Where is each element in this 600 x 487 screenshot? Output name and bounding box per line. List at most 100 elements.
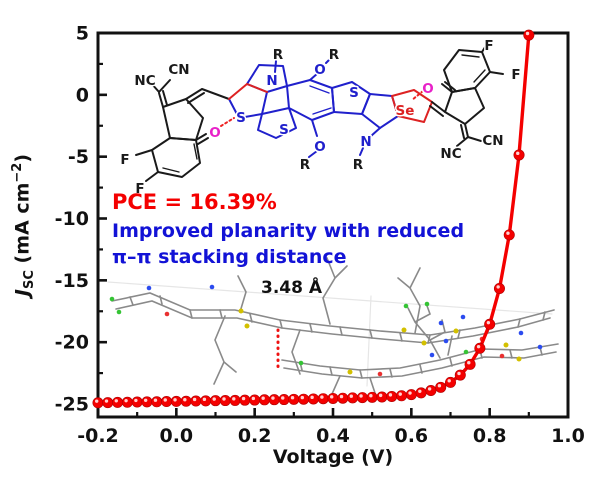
y-axis-exponent: −2 — [10, 162, 25, 183]
data-point — [493, 283, 505, 295]
data-point — [268, 394, 280, 406]
atom-label-cn: CN — [482, 133, 503, 149]
data-point — [317, 393, 329, 405]
end-group-left — [135, 79, 230, 182]
y-tick-label: -20 — [55, 332, 89, 354]
data-point-highlight — [398, 392, 402, 396]
stacking-model-image — [107, 257, 559, 397]
end-group-right — [429, 43, 504, 147]
y-tick-label: -10 — [55, 208, 89, 230]
x-tick-label: 0.4 — [316, 425, 350, 447]
oxygen-atoms — [164, 311, 505, 377]
data-point — [356, 392, 368, 404]
alkyl-side-chains — [213, 257, 421, 385]
y-axis-symbol: J — [11, 288, 34, 297]
data-point-highlight — [369, 394, 373, 398]
data-point — [219, 395, 231, 407]
data-point — [464, 358, 476, 370]
data-point — [435, 381, 447, 393]
data-point — [503, 229, 515, 241]
data-point-highlight — [300, 395, 305, 400]
atom-label-r: R — [273, 47, 284, 63]
data-point — [425, 385, 437, 397]
data-point-highlight — [525, 31, 530, 36]
data-point-highlight — [447, 379, 451, 383]
y-tick-label: 5 — [76, 23, 89, 45]
atom-label-f: F — [135, 181, 144, 197]
atom-label-s: S — [349, 85, 359, 101]
atom-label-r: R — [353, 157, 364, 173]
atom-label-r: R — [300, 157, 311, 173]
data-point — [190, 395, 202, 407]
data-point-highlight — [310, 395, 314, 400]
data-point — [239, 394, 251, 406]
data-point — [141, 396, 153, 408]
data-point — [278, 394, 290, 406]
x-tick-label: 0.2 — [238, 425, 272, 447]
y-axis-unit: (mA cm — [11, 182, 34, 271]
y-axis-subscript: SC — [22, 270, 38, 289]
data-point-highlight — [418, 389, 422, 393]
y-tick-label: 0 — [76, 84, 89, 106]
data-point-highlight — [506, 231, 510, 235]
data-point — [92, 397, 104, 409]
data-point — [200, 395, 212, 407]
atom-label-s: S — [236, 110, 246, 126]
data-point-highlight — [241, 396, 246, 401]
data-point-highlight — [104, 399, 109, 403]
data-point-highlight — [251, 396, 256, 401]
data-point — [112, 396, 124, 408]
data-point-highlight — [408, 391, 412, 395]
y-axis-label: JSC (mA cm−2) — [10, 75, 38, 375]
data-point — [180, 395, 192, 407]
stacking-distance-annotation: 3.48 Å — [261, 278, 323, 298]
data-point — [151, 396, 163, 408]
data-point — [347, 392, 359, 404]
data-point — [102, 397, 114, 409]
sulfur-atoms — [238, 308, 522, 375]
planarity-annotation-line1: Improved planarity with reduced — [112, 220, 465, 242]
data-point — [513, 149, 525, 161]
atom-label-n: N — [266, 73, 277, 89]
x-tick-label: 0.0 — [159, 425, 193, 447]
data-point — [210, 395, 222, 407]
data-point-highlight — [261, 396, 265, 400]
data-point-highlight — [516, 151, 520, 156]
atom-label-s: S — [279, 122, 289, 138]
data-point — [249, 394, 261, 406]
data-point-highlight — [378, 393, 383, 398]
data-point-highlight — [427, 387, 432, 391]
x-axis-label: Voltage (V) — [272, 446, 394, 468]
data-point — [161, 396, 173, 408]
atom-label-cn: CN — [168, 62, 189, 78]
data-point-highlight — [95, 399, 99, 403]
data-point-highlight — [476, 344, 481, 349]
data-point — [415, 387, 427, 399]
atom-label-nc: NC — [440, 146, 461, 162]
data-point-highlight — [114, 399, 118, 403]
halogen-atoms — [109, 296, 469, 366]
data-point-highlight — [192, 397, 197, 402]
x-tick-label: 0.6 — [394, 425, 428, 447]
x-tick-label: 1.0 — [551, 425, 585, 447]
stacked-molecule-lower — [281, 302, 559, 397]
x-tick-label: -0.2 — [77, 425, 119, 447]
data-point-highlight — [202, 397, 207, 402]
data-point — [229, 394, 241, 406]
data-point — [131, 396, 143, 408]
data-point-highlight — [271, 396, 275, 400]
y-axis-unit-close: ) — [11, 153, 34, 163]
data-point-highlight — [359, 394, 363, 398]
data-point-highlight — [232, 397, 236, 401]
data-point-highlight — [467, 361, 471, 365]
atom-label-r: R — [329, 47, 340, 63]
data-point-highlight — [349, 394, 353, 398]
planarity-annotation-line2: π–π stacking distance — [112, 246, 347, 268]
atom-label-f: F — [511, 67, 520, 83]
data-point — [366, 391, 378, 403]
data-point — [376, 391, 388, 403]
